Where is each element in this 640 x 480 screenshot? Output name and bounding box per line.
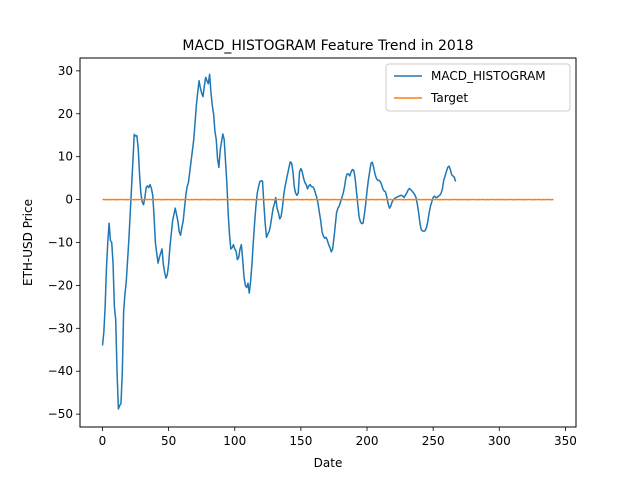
x-tick-label: 250 — [422, 434, 445, 448]
legend: MACD_HISTOGRAM Target — [385, 63, 571, 112]
x-tick-label: 350 — [554, 434, 577, 448]
y-tick-label: 10 — [58, 150, 73, 164]
y-axis-title: ETH-USD Price — [21, 199, 35, 286]
legend-box — [385, 63, 571, 112]
y-tick-label: 20 — [58, 107, 73, 121]
y-tick-label: 30 — [58, 64, 73, 78]
y-tick-label: −10 — [48, 236, 73, 250]
y-axis: −50 −40 −30 −20 −10 0 10 20 30 — [48, 64, 80, 421]
x-axis: 0 50 100 150 200 250 300 350 — [99, 427, 577, 448]
x-axis-title: Date — [314, 456, 343, 470]
x-tick-label: 100 — [223, 434, 246, 448]
legend-label: MACD_HISTOGRAM — [431, 69, 546, 83]
y-tick-label: −40 — [48, 364, 73, 378]
y-tick-label: −30 — [48, 321, 73, 335]
x-tick-label: 50 — [161, 434, 176, 448]
series-layer — [101, 73, 554, 410]
y-tick-label: 0 — [65, 193, 73, 207]
x-tick-label: 150 — [289, 434, 312, 448]
x-tick-label: 0 — [99, 434, 107, 448]
legend-label: Target — [430, 91, 468, 105]
chart-title: MACD_HISTOGRAM Feature Trend in 2018 — [182, 38, 473, 54]
x-tick-label: 300 — [488, 434, 511, 448]
series-line-macd-histogram — [101, 73, 457, 410]
y-tick-label: −20 — [48, 278, 73, 292]
y-tick-label: −50 — [48, 407, 73, 421]
x-tick-label: 200 — [356, 434, 379, 448]
